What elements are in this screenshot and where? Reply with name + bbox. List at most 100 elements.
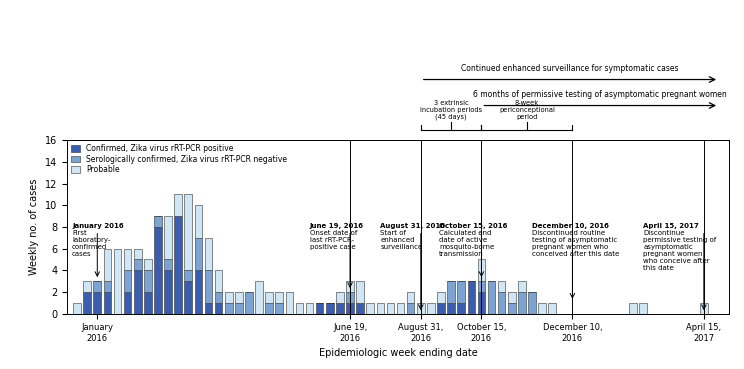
Bar xyxy=(124,249,132,270)
Bar xyxy=(488,281,496,314)
Bar xyxy=(103,292,111,314)
Bar xyxy=(326,303,333,314)
Bar xyxy=(195,270,202,314)
Bar xyxy=(518,281,526,292)
Text: April 15, 2017: April 15, 2017 xyxy=(644,223,699,229)
Bar xyxy=(367,303,374,314)
Bar xyxy=(458,303,465,314)
Text: Start of
enhanced
surveillance: Start of enhanced surveillance xyxy=(380,230,423,250)
Bar xyxy=(346,281,354,292)
Bar xyxy=(255,281,263,314)
Bar xyxy=(154,227,161,314)
Bar xyxy=(498,281,505,292)
Text: October 15, 2016: October 15, 2016 xyxy=(439,223,507,229)
Bar xyxy=(498,292,505,314)
Bar xyxy=(174,216,182,314)
Bar xyxy=(205,238,212,270)
Bar xyxy=(185,281,192,314)
Bar xyxy=(185,270,192,281)
Bar xyxy=(205,303,212,314)
Bar xyxy=(154,216,161,227)
Text: 6 months of permissive testing of asymptomatic pregnant women: 6 months of permissive testing of asympt… xyxy=(473,90,727,99)
Bar xyxy=(114,249,121,314)
Bar xyxy=(275,292,283,303)
Bar xyxy=(356,281,364,303)
Bar xyxy=(205,270,212,303)
Bar xyxy=(235,303,243,314)
Bar xyxy=(225,303,232,314)
Bar xyxy=(407,292,414,303)
Bar xyxy=(245,292,253,314)
Bar xyxy=(144,259,152,270)
Bar xyxy=(164,270,172,314)
Text: August 31, 2016: August 31, 2016 xyxy=(380,223,446,229)
Bar xyxy=(346,292,354,303)
X-axis label: Epidemiologic week ending date: Epidemiologic week ending date xyxy=(318,348,478,358)
Text: Discontinue
permissive testing of
asymptomatic
pregnant women
who conceive after: Discontinue permissive testing of asympt… xyxy=(644,230,716,271)
Text: June 19, 2016: June 19, 2016 xyxy=(310,223,364,229)
Bar xyxy=(185,194,192,270)
Bar xyxy=(518,292,526,314)
Bar xyxy=(225,292,232,303)
Bar xyxy=(215,303,222,314)
Bar xyxy=(286,292,293,314)
Bar xyxy=(467,281,475,314)
Bar xyxy=(417,303,425,314)
Text: Calculated end
date of active
mosquito-borne
transmission: Calculated end date of active mosquito-b… xyxy=(439,230,494,257)
Bar xyxy=(266,303,273,314)
Bar xyxy=(295,303,304,314)
Bar xyxy=(478,259,485,281)
Bar xyxy=(266,292,273,303)
Bar xyxy=(376,303,384,314)
Text: Continued enhanced surveillance for symptomatic cases: Continued enhanced surveillance for symp… xyxy=(461,63,679,73)
Bar xyxy=(437,292,445,303)
Legend: Confirmed, Zika virus rRT-PCR positive, Serologically confirmed, Zika virus rRT-: Confirmed, Zika virus rRT-PCR positive, … xyxy=(69,142,289,176)
Bar xyxy=(195,205,202,238)
Bar xyxy=(134,259,141,270)
Bar xyxy=(447,281,455,303)
Y-axis label: Weekly no. of cases: Weekly no. of cases xyxy=(29,179,39,275)
Bar xyxy=(548,303,556,314)
Bar xyxy=(387,303,394,314)
Bar xyxy=(134,270,141,314)
Bar xyxy=(346,303,354,314)
Bar xyxy=(144,270,152,292)
Bar xyxy=(94,292,101,314)
Bar xyxy=(336,292,344,303)
Bar xyxy=(356,303,364,314)
Bar xyxy=(124,270,132,292)
Bar xyxy=(458,281,465,303)
Bar xyxy=(235,292,243,303)
Text: First
laboratory-
confirmed
cases: First laboratory- confirmed cases xyxy=(72,230,110,257)
Text: January 2016: January 2016 xyxy=(72,223,124,229)
Bar xyxy=(215,270,222,292)
Bar xyxy=(134,249,141,259)
Bar xyxy=(174,194,182,216)
Text: Discontinued routine
testing of asymptomatic
pregnant women who
conceived after : Discontinued routine testing of asymptom… xyxy=(532,230,619,257)
Bar xyxy=(478,281,485,292)
Text: December 10, 2016: December 10, 2016 xyxy=(532,223,609,229)
Text: 8-week
periconceptional
period: 8-week periconceptional period xyxy=(499,100,555,120)
Bar xyxy=(447,303,455,314)
Bar xyxy=(437,303,445,314)
Bar xyxy=(124,292,132,314)
Bar xyxy=(528,292,536,314)
Bar xyxy=(700,303,708,314)
Bar xyxy=(306,303,313,314)
Bar xyxy=(195,238,202,270)
Bar xyxy=(73,303,81,314)
Bar xyxy=(164,259,172,270)
Bar xyxy=(629,303,637,314)
Bar xyxy=(103,249,111,281)
Bar xyxy=(103,281,111,292)
Bar xyxy=(215,292,222,303)
Bar xyxy=(407,303,414,314)
Bar xyxy=(539,303,546,314)
Bar xyxy=(427,303,434,314)
Bar xyxy=(336,303,344,314)
Text: Onset date of
last rRT-PCR-
positive case: Onset date of last rRT-PCR- positive cas… xyxy=(310,230,357,250)
Bar xyxy=(94,281,101,292)
Bar xyxy=(83,281,91,292)
Bar xyxy=(397,303,404,314)
Bar xyxy=(478,292,485,314)
